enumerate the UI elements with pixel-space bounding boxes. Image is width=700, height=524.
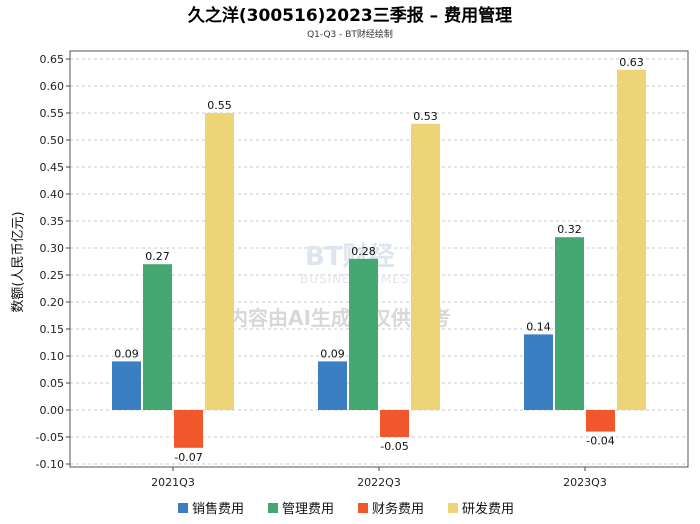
bar [205, 113, 234, 410]
bar [112, 361, 141, 410]
data-label: -0.04 [586, 435, 614, 448]
y-tick-label: 0.25 [40, 269, 65, 282]
chart-subtitle: Q1-Q3 - BT财经绘制 [307, 28, 393, 40]
bar [586, 410, 615, 432]
y-tick-label: 0.15 [40, 323, 65, 336]
bar [555, 237, 584, 410]
legend-label: 销售费用 [192, 501, 244, 517]
y-tick-label: 0.65 [40, 53, 65, 66]
grid-lines [70, 58, 688, 465]
y-tick-label: -0.05 [36, 431, 64, 444]
x-tick-label: 2023Q3 [563, 476, 607, 489]
y-tick-label: 0.10 [40, 350, 65, 363]
bar [411, 123, 440, 411]
legend-swatch [448, 503, 458, 513]
data-label: 0.09 [114, 347, 139, 360]
bar-series [112, 69, 646, 448]
data-label: -0.07 [174, 451, 202, 464]
data-label: 0.27 [145, 250, 170, 263]
y-tick-label: 0.60 [40, 80, 65, 93]
y-tick-label: 0.35 [40, 215, 65, 228]
y-tick-label: 0.40 [40, 188, 65, 201]
x-tick-label: 2022Q3 [357, 476, 401, 489]
bar [143, 264, 172, 410]
data-label: 0.63 [619, 56, 644, 69]
data-label: -0.05 [380, 440, 408, 453]
legend-label: 财务费用 [372, 501, 424, 517]
data-label: 0.32 [557, 223, 582, 236]
data-label: 0.14 [526, 320, 551, 333]
y-tick-label: 0.30 [40, 242, 65, 255]
data-label: 0.55 [207, 99, 232, 112]
legend-swatch [178, 503, 188, 513]
legend-label: 研发费用 [462, 501, 514, 517]
y-tick-label: 0.45 [40, 161, 65, 174]
bar [349, 258, 378, 410]
y-axis-ticks: -0.10 -0.05 0.00 0.05 0.10 0.15 0.20 0.25 0.30 0.… [36, 53, 70, 471]
legend-swatch [358, 503, 368, 513]
legend: 销售费用 管理费用 财务费用 研发费用 [178, 501, 514, 517]
y-tick-label: 0.00 [40, 404, 65, 417]
y-tick-label: 0.50 [40, 134, 65, 147]
bar [617, 69, 646, 411]
y-tick-label: 0.55 [40, 107, 65, 120]
data-label: 0.53 [413, 110, 438, 123]
bar [380, 410, 409, 437]
x-tick-label: 2021Q3 [151, 476, 195, 489]
data-label: 0.09 [320, 347, 345, 360]
x-axis-ticks: 2021Q3 2022Q3 2023Q3 [151, 467, 607, 489]
y-axis-label: 数额(人民币亿元) [11, 211, 26, 312]
legend-label: 管理费用 [282, 502, 334, 517]
y-tick-label: 0.20 [40, 296, 65, 309]
y-tick-label: 0.05 [40, 377, 65, 390]
legend-swatch [268, 503, 278, 513]
data-label: 0.28 [351, 245, 376, 258]
y-tick-label: -0.10 [36, 458, 64, 471]
chart-title: 久之洋(300516)2023三季报 – 费用管理 [188, 5, 512, 26]
bar [318, 361, 347, 410]
bar [524, 334, 553, 410]
bar [174, 410, 203, 448]
data-labels: 0.09 0.27 -0.07 0.55 0.09 0.28 -0.05 0.53 0.14 0.… [114, 56, 644, 464]
